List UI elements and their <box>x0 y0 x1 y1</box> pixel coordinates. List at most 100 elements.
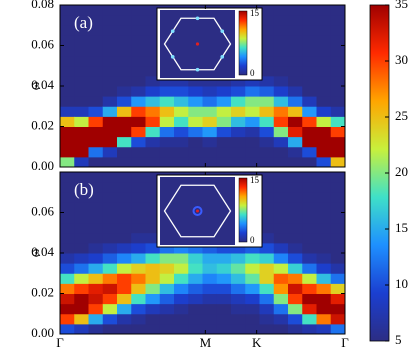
heat-cell <box>88 293 104 305</box>
heat-cell <box>259 136 275 148</box>
heat-cell <box>273 212 289 224</box>
colorbar-tick-label: 10 <box>395 276 408 291</box>
x-tick-label: K <box>252 335 262 350</box>
heat-cell <box>316 45 332 57</box>
bragg-spot <box>170 55 175 59</box>
heat-cell <box>74 75 89 87</box>
heat-cell <box>259 253 275 264</box>
x-tick-label: Γ <box>56 335 64 350</box>
heat-cell <box>159 303 175 315</box>
heat-cell <box>117 253 132 264</box>
heat-cell <box>231 156 246 168</box>
inset-tick-label: 15 <box>250 175 260 185</box>
heat-cell <box>145 86 161 97</box>
heat-cell <box>159 146 175 158</box>
heat-cell <box>159 75 175 87</box>
heat-cell <box>288 45 303 57</box>
heat-cell <box>202 242 218 254</box>
heat-cell <box>102 253 118 264</box>
center-spot <box>195 42 200 46</box>
heat-cell <box>117 202 132 213</box>
heat-cell <box>60 192 75 203</box>
heat-cell <box>174 313 189 325</box>
heat-cell <box>245 75 260 87</box>
heat-cell <box>117 232 132 244</box>
heat-cell <box>188 313 203 325</box>
heat-cell <box>259 55 275 67</box>
heat-cell <box>259 35 275 46</box>
heat-cell <box>74 192 89 203</box>
heat-cell <box>302 172 317 183</box>
heat-cell <box>202 146 218 158</box>
heat-cell <box>60 45 75 57</box>
heat-cell <box>288 116 303 127</box>
heat-cell <box>245 106 260 117</box>
heat-cell <box>102 172 118 183</box>
heat-cell <box>102 273 118 284</box>
heat-cell <box>273 15 289 26</box>
heat-cell <box>145 303 161 315</box>
heat-cell <box>316 182 332 193</box>
heat-cell <box>316 25 332 36</box>
heat-cell <box>330 106 346 117</box>
heat-cell <box>316 202 332 213</box>
heat-cell <box>259 232 275 244</box>
heat-cell <box>259 172 275 183</box>
heat-cell <box>273 75 289 87</box>
heat-cell <box>102 222 118 234</box>
heat-cell <box>273 172 289 183</box>
heat-cell <box>259 146 275 158</box>
heat-cell <box>102 283 118 294</box>
heat-cell <box>188 96 203 107</box>
heat-cell <box>316 172 332 183</box>
heat-cell <box>245 242 260 254</box>
heat-cell <box>74 323 89 335</box>
heat-cell <box>145 96 161 107</box>
heat-cell <box>245 253 260 264</box>
heat-cell <box>202 96 218 107</box>
heat-cell <box>202 293 218 305</box>
heat-cell <box>302 136 317 148</box>
heat-cell <box>102 75 118 87</box>
heat-cell <box>259 96 275 107</box>
heat-cell <box>316 65 332 77</box>
heat-cell <box>202 75 218 87</box>
heat-cell <box>88 263 104 274</box>
heat-cell <box>145 273 161 284</box>
heat-cell <box>117 35 132 46</box>
heat-cell <box>145 222 161 234</box>
heat-cell <box>145 65 161 77</box>
heat-cell <box>60 253 75 264</box>
heat-cell <box>102 323 118 335</box>
heat-cell <box>316 242 332 254</box>
y-tick-label: 0.06 <box>31 203 54 218</box>
heat-cell <box>259 5 275 16</box>
heat-cell <box>117 65 132 77</box>
heat-cell <box>273 55 289 67</box>
heat-cell <box>216 106 232 117</box>
heat-cell <box>174 263 189 274</box>
heat-cell <box>202 116 218 127</box>
heat-cell <box>188 146 203 158</box>
inset-colorbar <box>238 177 248 243</box>
heat-cell <box>330 273 346 284</box>
heat-cell <box>74 65 89 77</box>
heat-cell <box>330 303 346 315</box>
heat-cell <box>131 182 146 193</box>
heat-cell <box>216 323 232 335</box>
heat-cell <box>330 182 346 193</box>
heat-cell <box>88 232 104 244</box>
heat-cell <box>74 232 89 244</box>
colorbar-tick-label: 25 <box>395 108 408 123</box>
heat-cell <box>316 323 332 335</box>
heat-cell <box>60 146 75 158</box>
heat-cell <box>288 96 303 107</box>
heat-cell <box>273 5 289 16</box>
heat-cell <box>174 293 189 305</box>
heat-cell <box>102 293 118 305</box>
heat-cell <box>245 126 260 138</box>
heat-cell <box>316 15 332 26</box>
heat-cell <box>273 283 289 294</box>
heat-cell <box>245 313 260 325</box>
heat-cell <box>145 25 161 36</box>
